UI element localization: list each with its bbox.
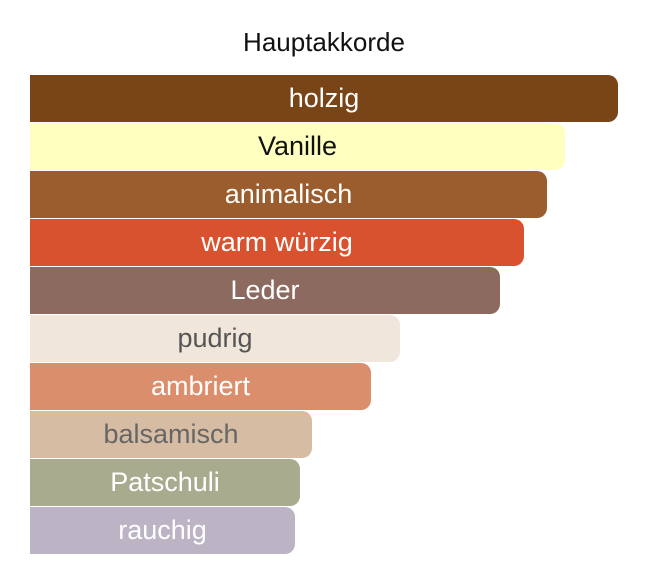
bars-container: holzig Vanille animalisch warm würzig Leder p… — [30, 75, 630, 555]
bar-3: warm würzig — [30, 219, 524, 266]
bar-label: Patschuli — [110, 467, 220, 497]
bar-label: Vanille — [257, 131, 338, 161]
bar-label: holzig — [288, 83, 360, 113]
bar-5: pudrig — [30, 315, 400, 362]
bar-label: warm würzig — [201, 227, 353, 257]
chart-title: Hauptakkorde — [243, 27, 405, 57]
bar-label: animalisch — [224, 179, 353, 209]
bar-8: Patschuli — [30, 459, 300, 506]
bar-label: ambriert — [150, 371, 251, 401]
bar-2: animalisch — [30, 171, 547, 218]
bar-label: rauchig — [118, 515, 207, 545]
bar-label: balsamisch — [103, 419, 239, 449]
bar-4: Leder — [30, 267, 500, 314]
bar-0: holzig — [30, 75, 618, 122]
bar-1: Vanille — [30, 123, 565, 170]
bar-9: rauchig — [30, 507, 295, 554]
bar-label: Leder — [230, 275, 300, 305]
bar-7: balsamisch — [30, 411, 312, 458]
bar-label: pudrig — [177, 323, 253, 353]
bar-6: ambriert — [30, 363, 371, 410]
